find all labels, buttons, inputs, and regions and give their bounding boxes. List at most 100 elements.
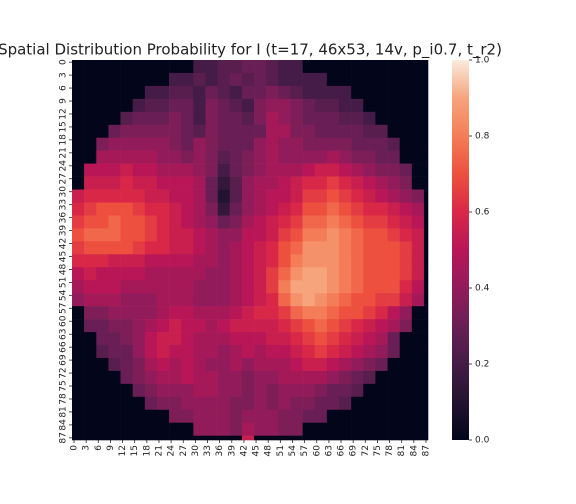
heatmap-cell: [266, 124, 279, 139]
heatmap-cell: [132, 215, 146, 229]
heatmap-cell: [205, 241, 218, 255]
heatmap-cell: [278, 124, 291, 139]
heatmap-cell: [266, 137, 279, 151]
heatmap-cell: [144, 60, 158, 74]
heatmap-cell: [290, 370, 303, 385]
heatmap-cell: [326, 176, 340, 190]
heatmap-cell: [193, 124, 206, 139]
heatmap-cell: [302, 124, 316, 139]
heatmap-cell: [144, 396, 158, 411]
heatmap-cell: [108, 280, 121, 294]
heatmap-cell: [229, 306, 243, 320]
heatmap-cell: [72, 98, 85, 113]
heatmap-cell: [72, 150, 85, 164]
heatmap-cell: [156, 422, 170, 436]
heatmap-cell: [217, 228, 231, 242]
heatmap-cell: [302, 72, 316, 87]
heatmap-cell: [205, 267, 218, 281]
heatmap-cell: [375, 267, 388, 281]
heatmap-cell: [302, 150, 316, 164]
heatmap-cell: [108, 150, 121, 164]
heatmap-cell: [266, 435, 279, 441]
heatmap-cell: [96, 111, 109, 126]
heatmap-cell: [375, 85, 388, 100]
heatmap-cell: [254, 319, 267, 333]
heatmap-cell: [399, 332, 413, 346]
heatmap-cell: [339, 124, 352, 139]
heatmap-cell: [181, 60, 194, 74]
heatmap-cell: [302, 215, 316, 229]
heatmap-cell: [339, 176, 352, 190]
heatmap-cell: [314, 332, 328, 346]
heatmap-cell: [132, 202, 146, 216]
heatmap-cell: [241, 241, 255, 255]
heatmap-cell: [241, 124, 255, 139]
heatmap-cell: [387, 228, 400, 242]
heatmap-cell: [387, 215, 400, 229]
heatmap-cell: [169, 202, 182, 216]
x-tick-label: 81: [397, 445, 407, 456]
heatmap-cell: [132, 396, 146, 411]
heatmap-cell: [205, 345, 218, 359]
heatmap-cell: [181, 357, 194, 372]
heatmap-cell: [132, 332, 146, 346]
heatmap-cell: [387, 111, 400, 126]
heatmap-cell: [193, 422, 206, 436]
heatmap-cell: [375, 254, 388, 268]
heatmap-cell: [314, 228, 328, 242]
heatmap-cell: [302, 189, 316, 203]
heatmap-cell: [314, 267, 328, 281]
heatmap-cell: [96, 280, 109, 294]
heatmap-cell: [387, 189, 400, 203]
heatmap-cell: [326, 163, 340, 177]
heatmap-cell: [132, 357, 146, 372]
heatmap-cell: [278, 189, 291, 203]
heatmap-cell: [399, 137, 413, 151]
heatmap-cell: [399, 422, 413, 436]
heatmap-cell: [351, 85, 364, 100]
heatmap-cell: [423, 228, 429, 242]
heatmap-cell: [193, 435, 206, 441]
heatmap-cell: [326, 306, 340, 320]
heatmap-cell: [399, 111, 413, 126]
heatmap-cell: [411, 422, 425, 436]
heatmap-cell: [169, 137, 182, 151]
heatmap-cell: [241, 111, 255, 126]
heatmap-cell: [181, 319, 194, 333]
heatmap-cell: [169, 72, 182, 87]
heatmap-cell: [254, 409, 267, 424]
heatmap-cell: [120, 422, 133, 436]
heatmap-cell: [84, 85, 97, 100]
heatmap-cell: [314, 111, 328, 126]
heatmap-cell: [193, 150, 206, 164]
heatmap-cell: [387, 332, 400, 346]
heatmap-cell: [387, 254, 400, 268]
heatmap-cell: [217, 150, 231, 164]
heatmap-cell: [387, 319, 400, 333]
heatmap-cell: [193, 332, 206, 346]
y-tick-label: 0: [59, 59, 69, 65]
heatmap-cell: [375, 137, 388, 151]
heatmap-cell: [266, 280, 279, 294]
heatmap-cell: [72, 228, 85, 242]
x-tick-label: 66: [337, 445, 347, 457]
heatmap-cell: [205, 422, 218, 436]
heatmap-cell: [411, 409, 425, 424]
heatmap-cell: [156, 189, 170, 203]
heatmap-cell: [278, 332, 291, 346]
heatmap-cell: [241, 150, 255, 164]
heatmap-cell: [423, 176, 429, 190]
heatmap-cell: [339, 85, 352, 100]
heatmap-cell: [205, 435, 218, 441]
y-tick-label: 45: [59, 251, 69, 262]
heatmap-cell: [375, 306, 388, 320]
heatmap-cell: [217, 422, 231, 436]
heatmap-cell: [314, 98, 328, 113]
heatmap-cell: [217, 409, 231, 424]
heatmap-cell: [144, 241, 158, 255]
y-tick-label: 21: [59, 147, 69, 158]
heatmap-cell: [423, 254, 429, 268]
heatmap-cell: [108, 215, 121, 229]
colorbar-tick-label: 0.4: [475, 284, 490, 294]
heatmap-cell: [156, 435, 170, 441]
